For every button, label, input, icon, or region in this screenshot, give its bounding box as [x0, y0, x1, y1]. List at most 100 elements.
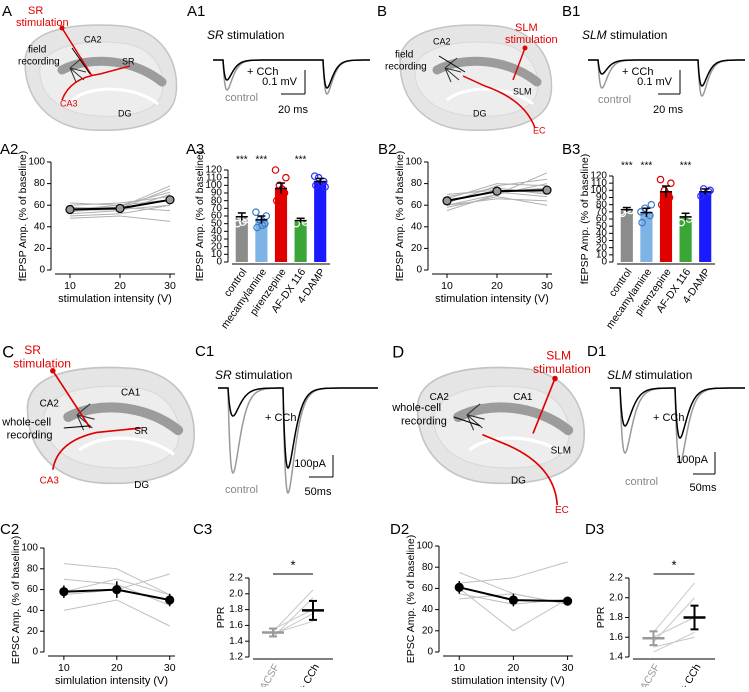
x-tick-label: 30: [562, 662, 574, 674]
stimulation-electrode: [61, 27, 93, 77]
y-tick-label: 1.8: [609, 612, 623, 623]
panel-letter: A3: [186, 141, 204, 158]
trace-title: SLM stimulation: [607, 368, 692, 382]
data-point: [677, 218, 686, 227]
y-tick-label: 10: [596, 249, 608, 260]
cell-layer: [63, 402, 184, 436]
stimulation-label: SLM: [546, 349, 571, 363]
y-tick-label: 80: [596, 199, 608, 210]
electrode-tip: [522, 45, 528, 51]
paired-line: [653, 617, 695, 638]
region-label: CA2: [84, 34, 102, 44]
y-tick-label: 20: [422, 625, 434, 636]
data-point: [301, 218, 310, 226]
data-point: [321, 183, 329, 191]
y-tick-label: 60: [34, 200, 46, 211]
data-point: [697, 192, 705, 200]
y-tick-label: 0: [216, 257, 222, 268]
y-tick-label: 80: [27, 563, 39, 574]
region-label: SLM: [513, 86, 532, 96]
bar: [640, 212, 653, 262]
trace-title: SR stimulation: [215, 368, 292, 382]
recording-label: recording: [401, 415, 447, 427]
mean-point: [508, 595, 519, 605]
y-tick-label: 40: [422, 604, 434, 615]
mean-point: [165, 195, 175, 205]
y-axis-label: fEPSP Amp. (% of baseline): [579, 154, 591, 285]
data-point: [278, 185, 286, 193]
trace-title-text: stimulation: [610, 28, 667, 42]
x-tick-label: 30: [164, 662, 176, 674]
cell-layer: [453, 402, 574, 436]
significance-label: ***: [621, 161, 633, 172]
data-point: [638, 218, 646, 227]
y-axis-label: fEPSP Amp. (% of baseline): [394, 151, 406, 282]
scale-label-x: 20 ms: [653, 104, 683, 116]
cell-layer: [57, 56, 167, 87]
control-label: control: [598, 94, 631, 106]
data-point: [617, 208, 626, 216]
scale-label-y: 100pA: [676, 454, 708, 466]
significance-label: ***: [641, 161, 653, 172]
region-label: CA2: [433, 36, 451, 46]
y-tick-label: 0: [601, 257, 607, 268]
stimulation-electrode: [52, 370, 91, 429]
y-tick-label: 50: [211, 218, 223, 229]
stimulation-label: stimulation: [505, 34, 558, 46]
y-axis-label: EPSC Amp. (% of baseline): [405, 535, 417, 663]
electrode-tip: [552, 375, 558, 382]
data-point: [252, 208, 260, 216]
panel-letter: A2: [0, 141, 18, 158]
y-tick-label: 80: [34, 178, 46, 189]
neuron: [76, 403, 95, 431]
y-tick-label: 2.2: [609, 573, 623, 584]
mean-point: [542, 185, 552, 195]
y-tick-label: 80: [422, 562, 434, 573]
y-tick-label: 50: [596, 221, 608, 232]
data-point: [657, 200, 666, 209]
mean-point: [59, 587, 69, 597]
y-tick-label: 60: [411, 200, 423, 211]
bar: [294, 220, 307, 262]
mean-point: [115, 203, 125, 214]
control-label: control: [225, 92, 258, 104]
x-tick-label: 20: [508, 662, 520, 674]
bar: [620, 209, 633, 262]
panel-letter: D2: [390, 521, 409, 538]
mean-point: [492, 186, 502, 196]
y-axis-label: PPR: [215, 606, 227, 628]
y-tick-label: 100: [28, 157, 45, 168]
hippocampus-drawing: C SRstimulationwhole-cellrecordingCA2CA1S…: [1, 343, 196, 491]
mean-point: [442, 196, 452, 206]
recording-label: recording: [7, 430, 53, 442]
x-axis-label: stimulation intensity (V): [58, 293, 172, 305]
individual-line: [63, 599, 170, 627]
x-tick-label: 10: [64, 280, 76, 292]
significance-label: ***: [256, 155, 268, 166]
recording-electrode: [63, 425, 91, 429]
individual-line: [69, 196, 171, 206]
panel-letter: A1: [187, 3, 205, 20]
individual-line: [446, 198, 548, 206]
bar: [659, 191, 673, 262]
mean-point: [65, 204, 75, 215]
significance-label: ***: [295, 155, 307, 166]
panel-letter: C1: [195, 343, 214, 360]
region-label: SR: [122, 56, 135, 66]
y-tick-label: 100: [590, 185, 607, 196]
data-point: [282, 173, 290, 182]
recording-label: field: [28, 45, 46, 56]
y-tick-label: 20: [596, 242, 608, 253]
x-axis-label: simlulation intensity (V): [55, 675, 168, 687]
y-tick-label: 80: [411, 178, 423, 189]
y-tick-label: 0: [39, 265, 45, 276]
y-tick-label: 90: [596, 192, 608, 203]
drug-label: + CCh: [265, 412, 297, 424]
x-tick-label: 20: [111, 662, 123, 674]
y-tick-label: 2.0: [609, 592, 623, 603]
scale-label-x: 20 ms: [278, 104, 308, 116]
y-tick-label: 1.8: [229, 604, 243, 615]
y-tick-label: 1.6: [229, 620, 243, 631]
individual-line: [63, 578, 170, 596]
x-tick-label: + CCh: [297, 662, 322, 687]
